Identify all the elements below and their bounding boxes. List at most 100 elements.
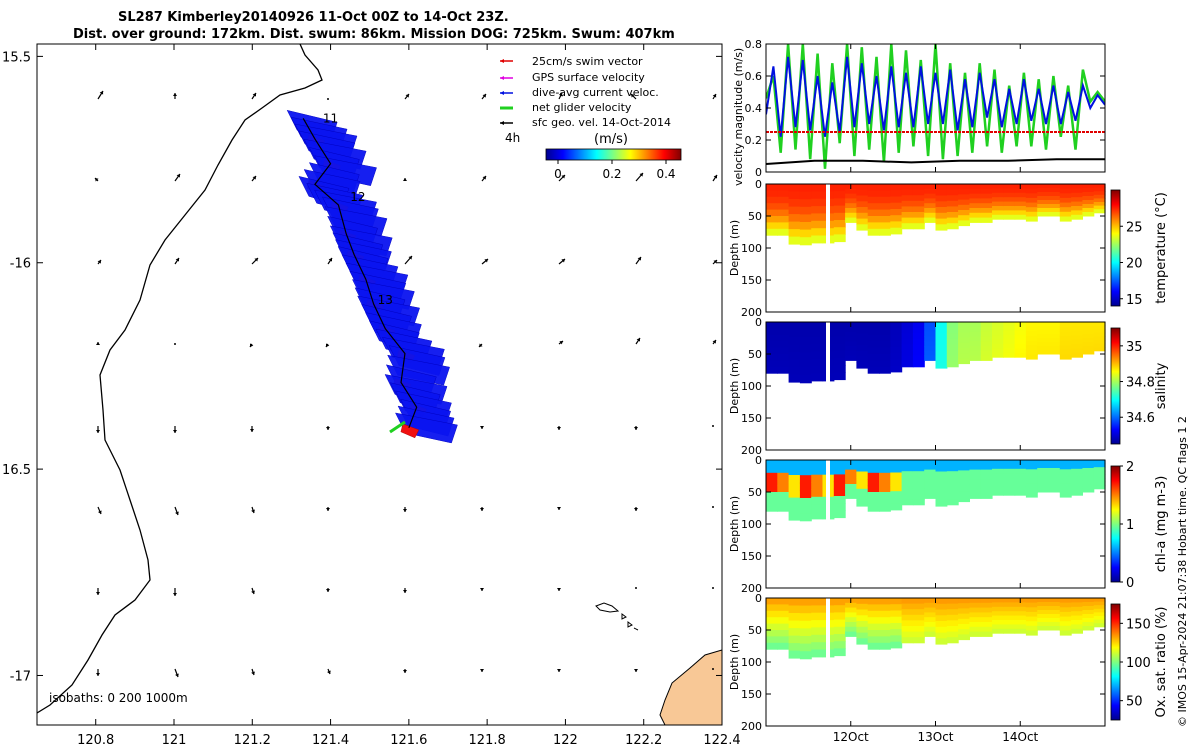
section-cell <box>924 622 937 628</box>
geo-arrow-head <box>327 670 331 674</box>
section-cell <box>901 626 914 633</box>
section-cell <box>766 623 778 631</box>
section-cbar-tick-label: 150 <box>1126 617 1151 632</box>
section-cell <box>777 322 790 329</box>
section-cell <box>1014 628 1027 634</box>
section-cell <box>890 353 903 360</box>
section-cell <box>833 184 846 192</box>
geo-arrow-head <box>713 175 717 179</box>
map-x-tick-label: 122.4 <box>703 733 740 748</box>
section-cell <box>912 206 925 213</box>
section-cell <box>1059 345 1072 351</box>
section-y-tick-label: 50 <box>748 486 762 499</box>
geo-arrow-head <box>99 91 104 95</box>
geo-arrow-head <box>175 258 179 262</box>
section-cell <box>833 496 846 504</box>
section-cell <box>901 482 914 489</box>
section-cell <box>1025 197 1038 203</box>
section-cell <box>980 598 993 604</box>
section-cell <box>890 503 903 511</box>
section-cell <box>856 615 869 622</box>
section-cell <box>799 229 812 238</box>
geo-arrow <box>635 587 637 589</box>
cbar-tick-label: 0.4 <box>656 167 675 181</box>
section-y-tick-label: 0 <box>755 592 762 605</box>
section-cell <box>867 222 880 230</box>
section-cell <box>935 460 948 467</box>
section-cell <box>1003 628 1016 634</box>
section-cell <box>958 470 970 477</box>
section-cell <box>912 344 925 351</box>
section-cell <box>1003 201 1016 207</box>
section-cell <box>958 624 970 630</box>
section-cell <box>1048 208 1061 213</box>
section-cell <box>1025 602 1038 608</box>
section-cell <box>1071 348 1083 354</box>
section-cell <box>856 471 869 478</box>
section-cell <box>946 620 959 627</box>
geo-arrow-head <box>251 590 255 594</box>
section-cell <box>992 201 1004 207</box>
section-cell <box>992 464 1004 470</box>
section-cell <box>867 196 880 204</box>
section-cell <box>890 184 903 191</box>
section-cell <box>901 195 914 202</box>
section-cell <box>946 603 959 610</box>
section-cell <box>992 322 1004 327</box>
section-cell <box>879 347 891 355</box>
section-cell <box>980 322 993 328</box>
section-ylabel: Depth (m) <box>728 358 741 414</box>
section-cell <box>890 635 903 643</box>
section-cell <box>766 228 778 236</box>
map-x-tick-label: 120.8 <box>77 733 114 748</box>
section-cell <box>845 350 857 357</box>
section-colorbar <box>1110 327 1121 445</box>
section-cell <box>1003 348 1016 354</box>
section-cell <box>799 467 812 476</box>
section-cell <box>958 603 970 609</box>
section-cell <box>912 603 925 610</box>
section-cell <box>890 604 903 611</box>
section-cell <box>1093 202 1106 207</box>
section-cell <box>788 214 801 223</box>
section-cell <box>969 484 982 490</box>
section-cell <box>833 648 846 657</box>
section-cell <box>1003 330 1016 336</box>
section-cell <box>1014 473 1027 479</box>
section-cell <box>879 630 891 637</box>
section-cell <box>946 598 959 605</box>
section-cell <box>1048 204 1061 209</box>
section-cell <box>980 631 993 637</box>
section-cell <box>980 350 993 357</box>
legend-item-geo: sfc geo. vel. 14-Oct-2014 <box>500 116 671 129</box>
section-cbar-tick-label: 25 <box>1126 220 1143 235</box>
section-cell <box>1014 330 1027 336</box>
section-cell <box>1014 339 1027 345</box>
section-cell <box>867 623 880 631</box>
section-cell <box>867 209 880 217</box>
section-cell <box>1048 342 1061 347</box>
section-cell <box>1025 345 1038 351</box>
section-cell <box>912 631 925 638</box>
section-cell <box>1003 335 1016 341</box>
section-cell <box>845 217 857 223</box>
geo-arrow-head <box>403 590 407 593</box>
section-cell <box>867 322 880 329</box>
section-cell <box>856 207 869 214</box>
section-cell <box>912 195 925 202</box>
section-y-tick-label: 50 <box>748 624 762 637</box>
section-cell <box>867 216 880 223</box>
section-cell <box>935 201 948 208</box>
section-cell <box>924 617 937 623</box>
section-cell <box>935 488 948 496</box>
geo-arrow-head <box>634 427 638 430</box>
section-cell <box>890 610 903 618</box>
velocity-series <box>766 44 1105 169</box>
section-cell <box>946 465 959 472</box>
section-cell <box>1071 210 1083 216</box>
section-cell <box>788 628 801 637</box>
section-cell <box>912 620 925 627</box>
section-cell <box>890 478 903 486</box>
